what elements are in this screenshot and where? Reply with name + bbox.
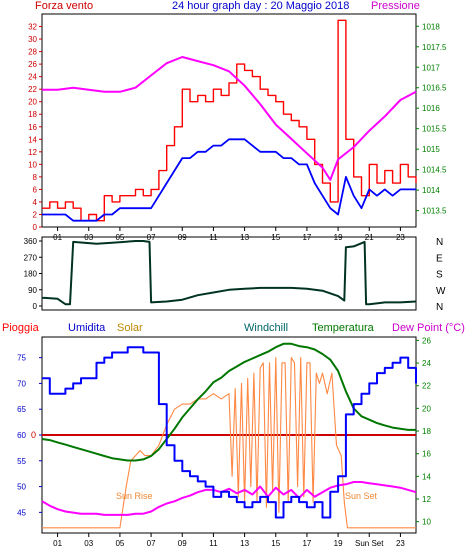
wind-axis-tick-label: 28 <box>28 48 37 57</box>
temperature-hour-label: 01 <box>53 539 62 548</box>
wind-hour-label: 23 <box>396 233 405 242</box>
direction-axis-tick-label: 360 <box>24 237 38 246</box>
temperature-axis-tick-label: 18 <box>422 427 431 436</box>
wind-axis-tick-label: 8 <box>33 173 38 182</box>
temperature-hour-label: 13 <box>240 539 249 548</box>
direction-axis-tick-label: 270 <box>24 253 38 262</box>
rain-label: Pioggia <box>2 322 40 334</box>
humidity-line <box>42 346 417 519</box>
wind-hour-label: 13 <box>240 233 249 242</box>
temperature-label: Temperatura <box>312 322 375 334</box>
compass-label: E <box>436 253 443 264</box>
dewpoint-label: Dew Point (°C) <box>392 322 465 334</box>
humidity-axis-tick-label: 70 <box>17 379 26 388</box>
pressure-axis-tick-label: 1013.5 <box>422 207 447 216</box>
temperature-axis-tick-label: 22 <box>422 382 431 391</box>
wind-axis-tick-label: 10 <box>28 160 37 169</box>
wind-hour-label: 21 <box>365 233 374 242</box>
humidity-label: Umidita <box>68 322 106 334</box>
humidity-axis-tick-label: 45 <box>17 508 26 517</box>
pressure-axis-tick-label: 1016.5 <box>422 84 447 93</box>
temperature-axis-tick-label: 26 <box>422 336 431 345</box>
temperature-hour-label: 17 <box>302 539 311 548</box>
wind-gust-line <box>42 19 417 222</box>
pressure-axis-tick-label: 1018 <box>422 22 440 31</box>
humidity-axis-tick-label: 65 <box>17 405 26 414</box>
temperature-hour-label: 11 <box>209 539 218 548</box>
wind-axis-tick-label: 12 <box>28 148 37 157</box>
temperature-axis-tick-label: 16 <box>422 450 431 459</box>
pressure-axis-tick-label: 1017.5 <box>422 43 447 52</box>
temperature-hour-label: Sun Set <box>355 539 384 548</box>
direction-axis-tick-label: 90 <box>28 286 37 295</box>
temperature-hour-label: 05 <box>115 539 124 548</box>
sunrise-annotation: Sun Rise <box>116 491 153 501</box>
sunset-annotation: Sun Set <box>345 491 378 501</box>
compass-label: W <box>436 286 446 297</box>
humidity-axis-tick-label: 75 <box>17 354 26 363</box>
wind-speed-label: Forza vento <box>35 0 93 12</box>
pressure-axis-tick-label: 1014.5 <box>422 166 447 175</box>
pressure-axis-tick-label: 1014 <box>422 186 440 195</box>
wind-axis-tick-label: 4 <box>33 198 38 207</box>
temperature-hour-label: 03 <box>84 539 93 548</box>
wind-direction-line <box>42 240 417 306</box>
wind-hour-label: 07 <box>147 233 156 242</box>
wind-axis-tick-label: 18 <box>28 110 37 119</box>
wind-axis-tick-label: 16 <box>28 123 37 132</box>
temperature-hour-label: 19 <box>334 539 343 548</box>
direction-axis-tick-label: 180 <box>24 270 38 279</box>
temperature-axis-tick-label: 24 <box>422 359 431 368</box>
temperature-axis-tick-label: 10 <box>422 518 431 527</box>
wind-axis-tick-label: 6 <box>33 185 38 194</box>
pressure-axis-tick-label: 1016 <box>422 104 440 113</box>
wind-hour-label: 09 <box>178 233 187 242</box>
pressure-axis-tick-label: 1015 <box>422 145 440 154</box>
temperature-hour-label: 07 <box>147 539 156 548</box>
temperature-axis-tick-label: 12 <box>422 495 431 504</box>
wind-hour-label: 11 <box>209 233 218 242</box>
wind-axis-tick-label: 14 <box>28 135 37 144</box>
wind-average-line <box>42 138 416 222</box>
temperature-hour-label: 15 <box>271 539 280 548</box>
temperature-hour-label: 09 <box>178 539 187 548</box>
temperature-axis-tick-label: 14 <box>422 472 431 481</box>
wind-axis-tick-label: 30 <box>28 35 37 44</box>
temperature-axis-tick-label: 20 <box>422 404 431 413</box>
solar-label: Solar <box>117 322 143 334</box>
wind-hour-label: 17 <box>302 233 311 242</box>
solar-line <box>42 357 416 529</box>
compass-label: S <box>436 270 443 281</box>
humidity-axis-tick-label: 60 <box>17 431 26 440</box>
direction-axis-tick-label: 0 <box>33 302 38 311</box>
wind-axis-tick-label: 2 <box>33 210 38 219</box>
wind-axis-tick-label: 22 <box>28 85 37 94</box>
wind-hour-label: 15 <box>271 233 280 242</box>
humidity-axis-tick-label: 55 <box>17 457 26 466</box>
rain-axis-tick: 0 <box>31 430 36 440</box>
wind-axis-tick-label: 24 <box>28 73 37 82</box>
wind-hour-label: 01 <box>53 233 62 242</box>
temperature-hour-label: 23 <box>396 539 405 548</box>
pressure-label: Pressione <box>371 0 420 12</box>
wind-axis-tick-label: 20 <box>28 98 37 107</box>
wind-panel-frame <box>41 13 417 228</box>
pressure-line <box>42 56 417 181</box>
pressure-axis-tick-label: 1015.5 <box>422 125 447 134</box>
wind-hour-label: 03 <box>84 233 93 242</box>
compass-label: N <box>436 302 443 313</box>
wind-axis-tick-label: 32 <box>28 23 37 32</box>
wind-axis-tick-label: 0 <box>33 223 38 232</box>
pressure-axis-tick-label: 1017 <box>422 63 440 72</box>
wind-hour-label: 19 <box>334 233 343 242</box>
graph-title: 24 hour graph day : 20 Maggio 2018 <box>172 0 349 12</box>
dewpoint-line <box>41 481 417 516</box>
humidity-axis-tick-label: 50 <box>17 483 26 492</box>
windchill-label: Windchill <box>244 322 288 334</box>
wind-axis-tick-label: 26 <box>28 60 37 69</box>
compass-label: N <box>436 237 443 248</box>
wind-hour-label: 05 <box>115 233 124 242</box>
